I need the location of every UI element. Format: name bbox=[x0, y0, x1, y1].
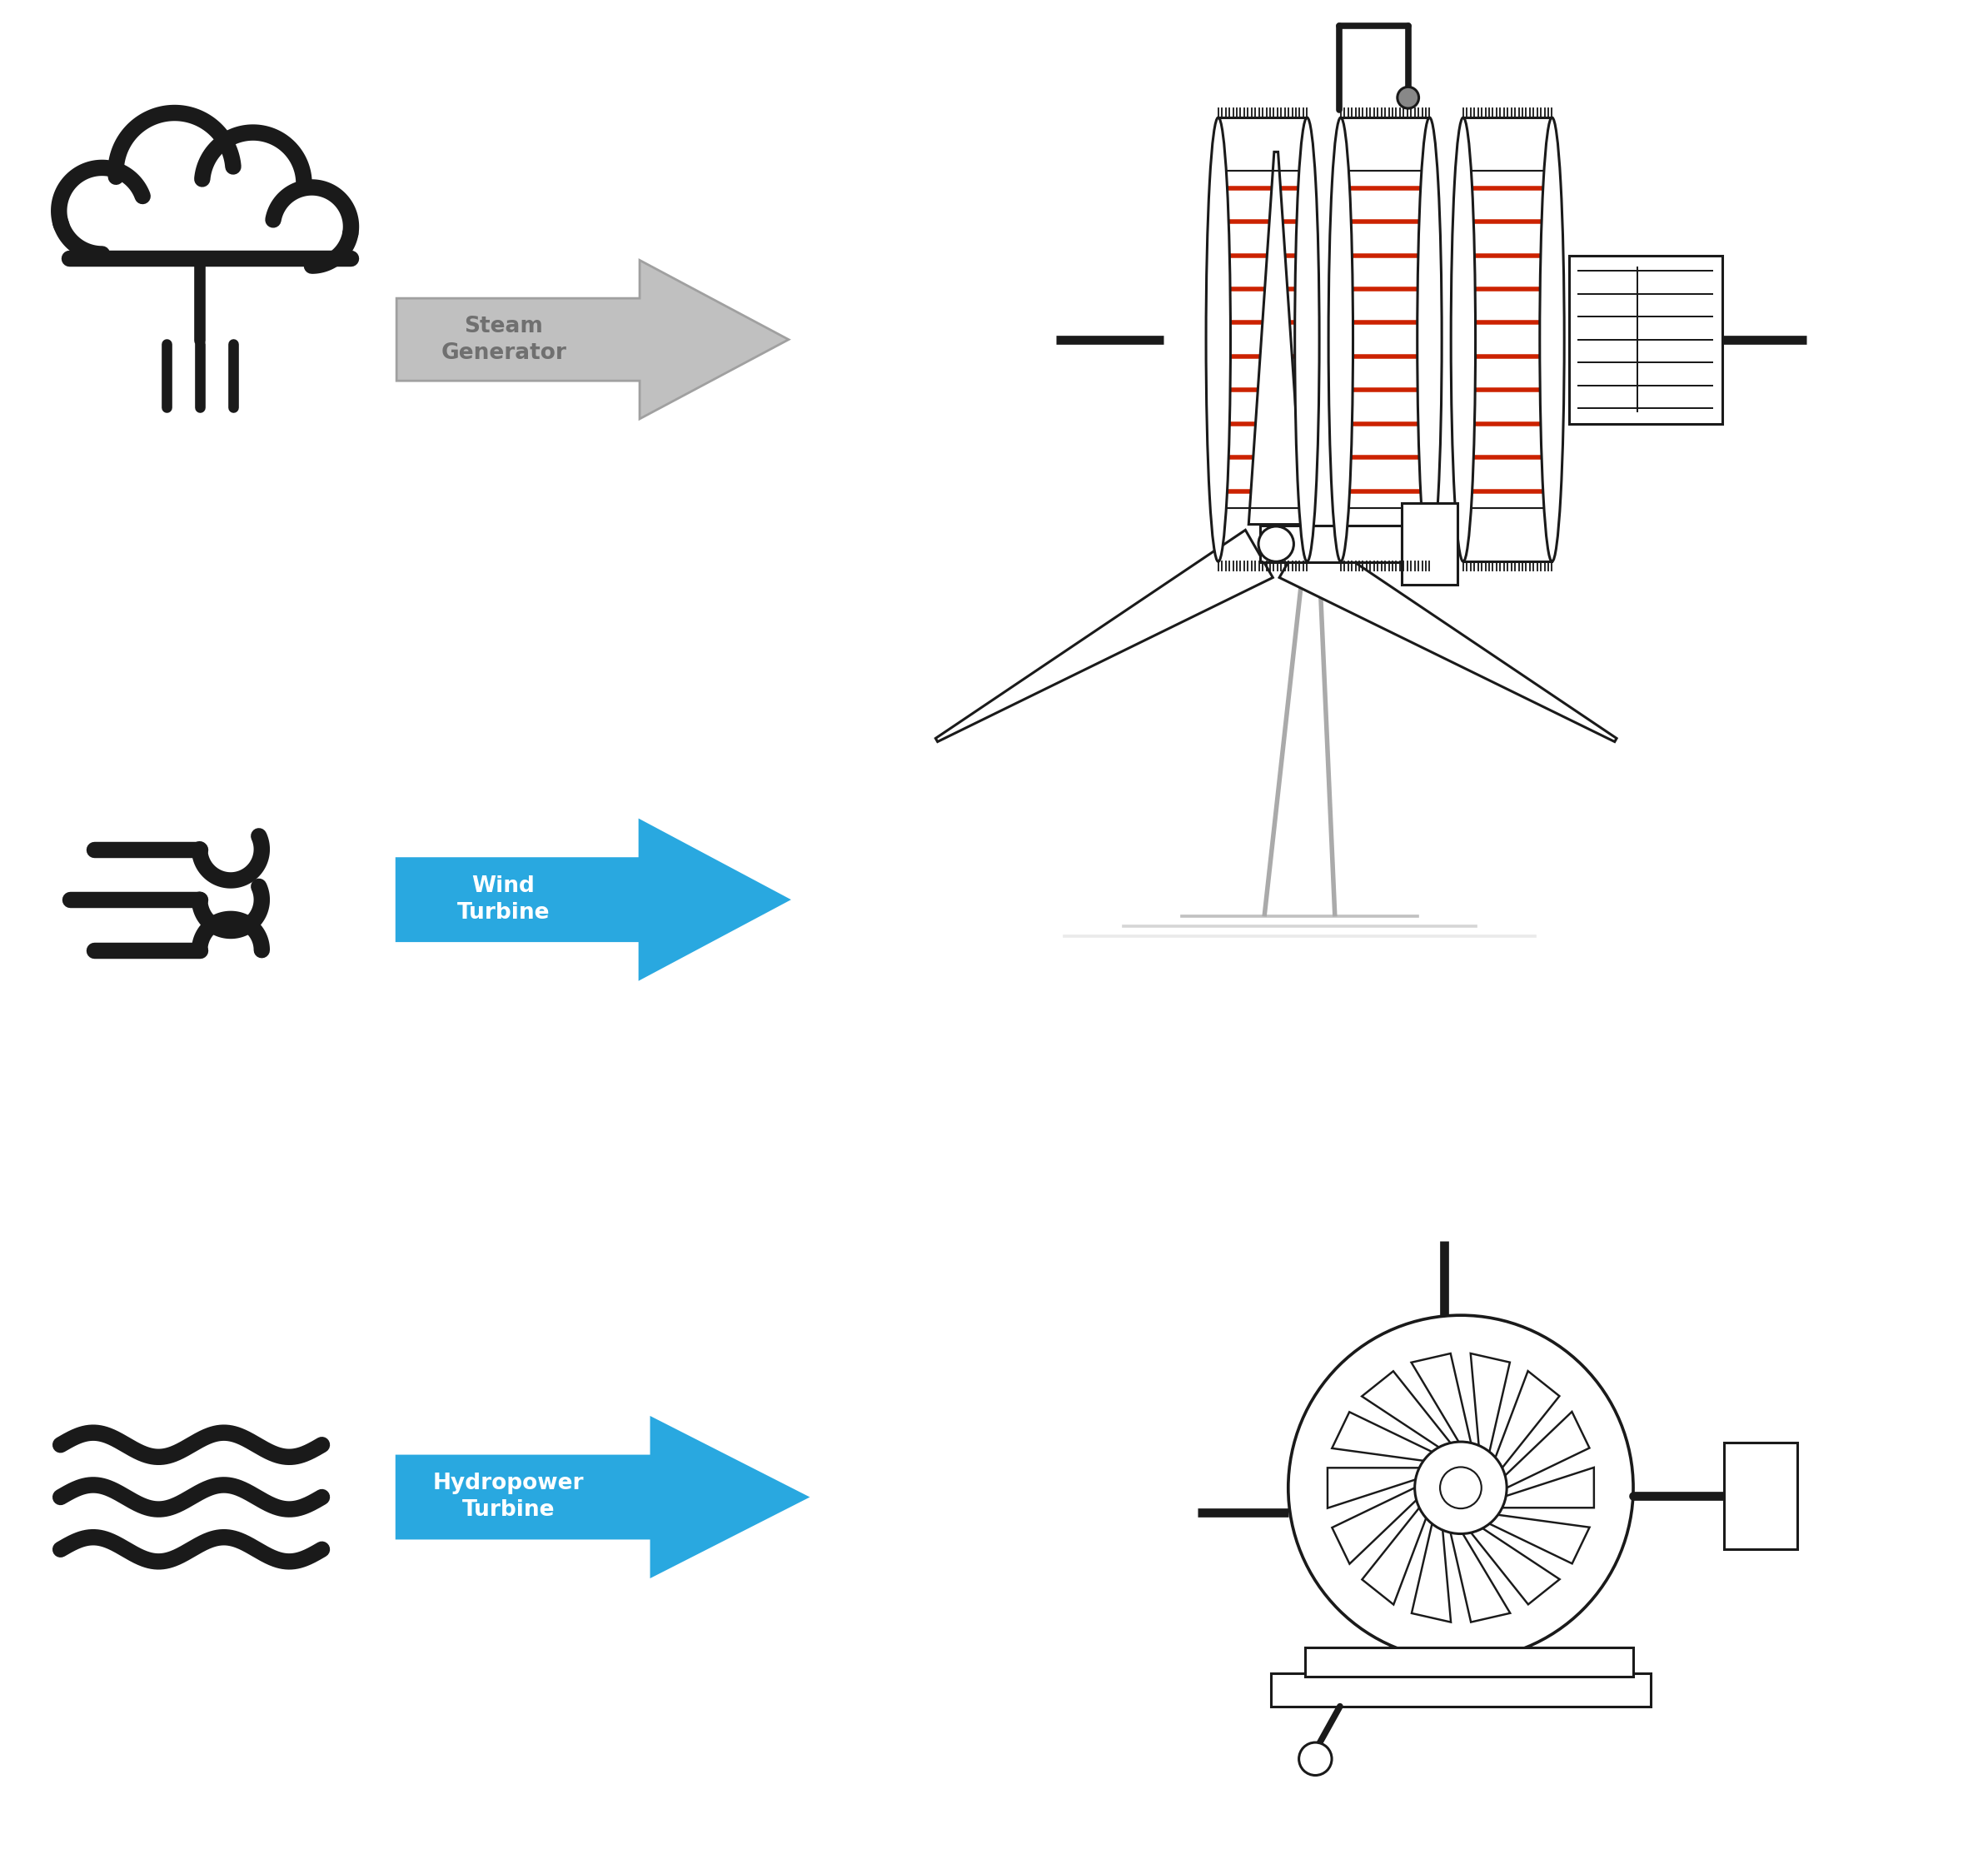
Text: Wind
Turbine: Wind Turbine bbox=[457, 875, 551, 924]
Polygon shape bbox=[1471, 1353, 1509, 1452]
Polygon shape bbox=[1328, 1467, 1419, 1509]
Bar bbox=[1306, 1647, 1634, 1677]
Bar bbox=[1402, 502, 1457, 585]
Polygon shape bbox=[1362, 1372, 1451, 1447]
Polygon shape bbox=[1451, 1533, 1511, 1623]
Bar bbox=[1346, 171, 1423, 508]
Polygon shape bbox=[1248, 152, 1304, 525]
Ellipse shape bbox=[1328, 118, 1354, 562]
Polygon shape bbox=[1280, 530, 1616, 742]
Ellipse shape bbox=[1207, 118, 1231, 562]
Bar bbox=[1469, 171, 1547, 508]
Polygon shape bbox=[1411, 1524, 1451, 1623]
Circle shape bbox=[1415, 1441, 1507, 1533]
Circle shape bbox=[1258, 527, 1294, 562]
Ellipse shape bbox=[1541, 118, 1565, 562]
Polygon shape bbox=[1332, 1411, 1431, 1460]
Polygon shape bbox=[1332, 1488, 1415, 1565]
Text: Steam
Generator: Steam Generator bbox=[441, 315, 567, 364]
Polygon shape bbox=[1362, 1509, 1425, 1604]
Polygon shape bbox=[396, 821, 789, 978]
Polygon shape bbox=[1471, 1529, 1561, 1604]
Circle shape bbox=[1288, 1316, 1634, 1660]
Text: Hydropower
Turbine: Hydropower Turbine bbox=[433, 1473, 584, 1522]
Polygon shape bbox=[396, 1419, 807, 1576]
Bar bbox=[1225, 171, 1300, 508]
Bar bbox=[1340, 118, 1429, 562]
Circle shape bbox=[1298, 1743, 1332, 1775]
Polygon shape bbox=[1489, 1514, 1590, 1563]
Bar bbox=[1724, 1443, 1797, 1550]
Polygon shape bbox=[1495, 1372, 1559, 1467]
Bar bbox=[1270, 1673, 1650, 1707]
Circle shape bbox=[1398, 86, 1419, 109]
Ellipse shape bbox=[1451, 118, 1475, 562]
Ellipse shape bbox=[1417, 118, 1441, 562]
Bar bbox=[1260, 525, 1402, 562]
Bar bbox=[1463, 118, 1553, 562]
Ellipse shape bbox=[1294, 118, 1320, 562]
Bar bbox=[1569, 255, 1722, 424]
Polygon shape bbox=[936, 530, 1272, 742]
Polygon shape bbox=[1505, 1411, 1590, 1488]
Circle shape bbox=[1439, 1467, 1481, 1509]
Polygon shape bbox=[396, 260, 789, 420]
Polygon shape bbox=[1411, 1353, 1471, 1443]
Polygon shape bbox=[1503, 1467, 1594, 1509]
Bar bbox=[1219, 118, 1306, 562]
